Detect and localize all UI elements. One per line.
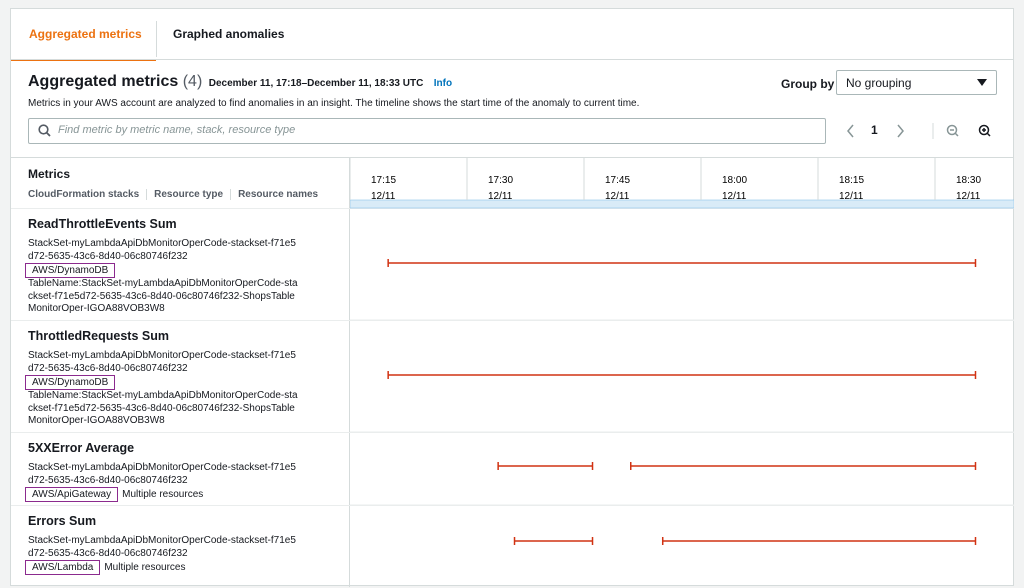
type-line: AWS/DynamoDB bbox=[25, 375, 300, 390]
page-number[interactable]: 1 bbox=[871, 123, 878, 137]
resource-name: TableName:StackSet-myLambdaApiDbMonitorO… bbox=[28, 390, 298, 426]
subcolumn: Resource type bbox=[154, 189, 224, 200]
tab-divider bbox=[156, 21, 157, 57]
tick-date: 12/11 bbox=[839, 191, 864, 202]
resource-type: AWS/ApiGateway bbox=[25, 487, 119, 502]
tick-date: 12/11 bbox=[488, 191, 513, 202]
stack-name: StackSet-myLambdaApiDbMonitorOperCode-st… bbox=[28, 350, 296, 374]
tick-label: 17:30 bbox=[488, 175, 513, 186]
tab-active[interactable] bbox=[11, 9, 156, 61]
group-by-label: Group by bbox=[781, 77, 835, 91]
tick-label: 17:45 bbox=[605, 175, 630, 186]
metric-title: ThrottledRequests Sum bbox=[28, 329, 169, 343]
tick-date: 12/11 bbox=[722, 191, 747, 202]
anomaly-span bbox=[661, 537, 977, 545]
stack-name: StackSet-myLambdaApiDbMonitorOperCode-st… bbox=[28, 535, 296, 559]
tick-label: 18:00 bbox=[722, 175, 747, 186]
metric-details: StackSet-myLambdaApiDbMonitorOperCode-st… bbox=[25, 238, 300, 316]
resource-type: AWS/DynamoDB bbox=[25, 375, 116, 390]
group-by-select[interactable]: No grouping bbox=[836, 70, 997, 95]
search-icon bbox=[38, 124, 51, 137]
anomaly-span bbox=[387, 259, 977, 267]
metric-details: StackSet-myLambdaApiDbMonitorOperCode-st… bbox=[25, 535, 300, 575]
search-placeholder: Find metric by metric name, stack, resou… bbox=[58, 124, 296, 136]
zoom-in[interactable] bbox=[978, 124, 990, 136]
prev[interactable] bbox=[847, 124, 854, 138]
anomaly-span bbox=[629, 462, 977, 470]
stack-name: StackSet-myLambdaApiDbMonitorOperCode-st… bbox=[28, 238, 296, 262]
type-line: AWS/DynamoDB bbox=[25, 263, 300, 278]
next[interactable] bbox=[897, 124, 904, 138]
metric-title: ReadThrottleEvents Sum bbox=[28, 217, 177, 231]
column-title: Metrics bbox=[28, 167, 71, 181]
count: (4) bbox=[182, 73, 203, 90]
stack-name: StackSet-myLambdaApiDbMonitorOperCode-st… bbox=[28, 462, 296, 486]
subcolumns: CloudFormation stacks Resource type Resour… bbox=[28, 189, 318, 200]
group-by-value: No grouping bbox=[846, 76, 912, 90]
resource-type: AWS/DynamoDB bbox=[25, 263, 116, 278]
resource-name: Multiple resources bbox=[122, 489, 204, 500]
timeline: 17:15 12/11 17:30 12/11 17:45 12/11 18:00 12/11… bbox=[350, 157, 1014, 545]
row: ThrottledRequests Sum StackSet-myLambdaAp… bbox=[11, 320, 1014, 433]
subcolumn: CloudFormation stacks bbox=[28, 189, 140, 200]
tab[interactable]: Graphed anomalies bbox=[173, 27, 285, 41]
tick-label: 17:15 bbox=[371, 175, 396, 186]
tick-date: 12/11 bbox=[956, 191, 981, 202]
tick-label: 18:15 bbox=[839, 175, 864, 186]
resource-type: AWS/Lambda bbox=[25, 560, 101, 575]
divider bbox=[11, 59, 1014, 60]
timeline-brush[interactable] bbox=[350, 199, 1014, 209]
divider bbox=[11, 157, 1014, 158]
info-link[interactable]: Info bbox=[433, 78, 453, 89]
tick-date: 12/11 bbox=[605, 191, 630, 202]
tick-label: 18:30 bbox=[956, 175, 981, 186]
search[interactable]: Find metric by metric name, stack, resou… bbox=[28, 118, 826, 144]
column-divider bbox=[349, 157, 350, 587]
row: ReadThrottleEvents Sum StackSet-myLambdaA… bbox=[11, 208, 1014, 321]
tab[interactable]: Aggregated metrics bbox=[29, 27, 142, 41]
header: Aggregated metrics (4) December 11, 17:1… bbox=[28, 73, 452, 91]
metric-title: 5XXError Average bbox=[28, 441, 135, 455]
resource-name: TableName:StackSet-myLambdaApiDbMonitorO… bbox=[28, 278, 298, 314]
type-line: AWS/Lambda Multiple resources bbox=[25, 560, 300, 575]
title: Aggregated metrics bbox=[28, 73, 179, 90]
panel: Aggregated metrics Graphed anomalies Agg… bbox=[10, 8, 1014, 587]
range: December 11, 17:18–December 11, 18:33 UT… bbox=[208, 78, 424, 89]
anomaly-span bbox=[387, 371, 977, 379]
caret bbox=[977, 79, 987, 86]
anomaly-span bbox=[513, 537, 594, 545]
anomaly-span bbox=[497, 462, 594, 470]
subcolumn: Resource names bbox=[238, 189, 319, 200]
type-line: AWS/ApiGateway Multiple resources bbox=[25, 487, 300, 502]
zoom-out[interactable] bbox=[946, 124, 958, 136]
metric-details: StackSet-myLambdaApiDbMonitorOperCode-st… bbox=[25, 462, 300, 502]
tick-date: 12/11 bbox=[371, 191, 396, 202]
metric-details: StackSet-myLambdaApiDbMonitorOperCode-st… bbox=[25, 350, 300, 428]
description: Metrics in your AWS account are analyzed… bbox=[28, 98, 640, 109]
metric-title: Errors Sum bbox=[28, 514, 97, 528]
resource-name: Multiple resources bbox=[104, 562, 186, 573]
pagination bbox=[847, 123, 991, 139]
